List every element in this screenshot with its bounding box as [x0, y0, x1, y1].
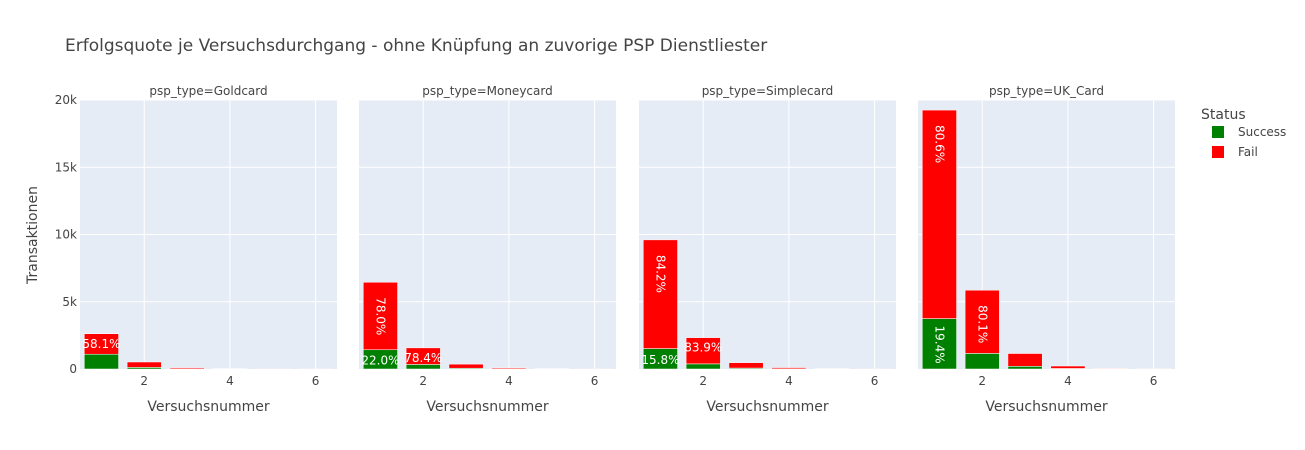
bar-success[interactable]: [685, 363, 721, 370]
facet-label: psp_type=Simplecard: [702, 84, 834, 98]
x-tick-label: 4: [1064, 374, 1072, 388]
legend[interactable]: Status Success Fail: [1201, 107, 1286, 159]
bar-fail[interactable]: [1050, 365, 1086, 369]
legend-item-fail[interactable]: Fail: [1212, 145, 1258, 159]
y-tick-label: 10k: [55, 228, 77, 242]
y-tick-label: 0: [69, 362, 77, 376]
x-axis-label: Versuchsnummer: [426, 399, 549, 415]
bar-success[interactable]: [405, 364, 441, 370]
bar-fail[interactable]: [685, 337, 721, 365]
bar-success[interactable]: [964, 353, 1000, 370]
x-tick-label: 2: [140, 374, 148, 388]
bar-fail[interactable]: [169, 367, 205, 369]
legend-swatch: [1212, 126, 1224, 138]
bar-fail[interactable]: [84, 333, 119, 355]
bar-fail[interactable]: [771, 367, 807, 370]
bar-success[interactable]: [84, 353, 119, 370]
bar-fail[interactable]: [643, 239, 678, 349]
y-tick-label: 5k: [62, 295, 77, 309]
bar-fail[interactable]: [922, 109, 957, 319]
bar-data-label: 78.4%: [404, 351, 442, 365]
y-tick-label: 20k: [55, 93, 77, 107]
chart-title: Erfolgsquote je Versuchsdurchgang - ohne…: [65, 36, 767, 56]
x-tick-label: 4: [226, 374, 234, 388]
x-tick-label: 6: [312, 374, 320, 388]
bar-data-label: 19.4%: [932, 326, 946, 364]
bar-fail[interactable]: [448, 363, 484, 369]
bar-success[interactable]: [922, 318, 957, 370]
x-tick-label: 4: [505, 374, 513, 388]
facet-label: psp_type=Moneycard: [422, 84, 552, 98]
bar-data-label: 83.9%: [684, 341, 722, 355]
bar-fail[interactable]: [964, 289, 1000, 354]
panel-1: 58.1% psp_type=Goldcard 2 4 6 Versuchsnummer: [80, 84, 337, 415]
y-tick-label: 15k: [55, 160, 77, 174]
legend-item-success[interactable]: Success: [1212, 125, 1286, 139]
bar-data-label: 78.0%: [373, 297, 387, 335]
facet-label: psp_type=Goldcard: [149, 84, 267, 98]
bar-fail[interactable]: [728, 362, 764, 369]
bar-data-label: 80.1%: [975, 305, 989, 343]
bar-fail[interactable]: [126, 361, 162, 368]
x-tick-label: 6: [591, 374, 599, 388]
legend-label: Fail: [1238, 145, 1258, 159]
x-tick-label: 2: [978, 374, 986, 388]
x-tick-label: 2: [699, 374, 707, 388]
bar-fail[interactable]: [1093, 368, 1129, 370]
facet-label: psp_type=UK_Card: [989, 84, 1104, 98]
panel-4: 19.4% 80.6% 80.1% psp_type=UK_Card 2 4 6 Versuc…: [918, 84, 1175, 415]
x-axis-label: Versuchsnummer: [147, 399, 270, 415]
bar-fail[interactable]: [1007, 353, 1043, 367]
legend-title: Status: [1201, 107, 1246, 123]
legend-label: Success: [1238, 125, 1286, 139]
bar-fail[interactable]: [363, 281, 398, 351]
y-axis-ticks: 0 5k 10k 15k 20k: [55, 93, 77, 376]
bar-data-label: 22.0%: [361, 353, 399, 367]
legend-swatch: [1212, 146, 1224, 158]
panel-3: 15.8% 84.2% 83.9% psp_type=Simplecard 2 4 6 Ver…: [639, 84, 896, 415]
bar-data-label: 80.6%: [932, 125, 946, 163]
x-tick-label: 2: [419, 374, 427, 388]
bar-data-label: 84.2%: [653, 255, 667, 293]
bar-fail[interactable]: [491, 367, 527, 370]
bar-success[interactable]: [1007, 366, 1043, 370]
y-axis-label: Transaktionen: [25, 186, 41, 285]
x-axis-label: Versuchsnummer: [706, 399, 829, 415]
bar-data-label: 58.1%: [82, 337, 120, 351]
x-axis-label: Versuchsnummer: [985, 399, 1108, 415]
x-tick-label: 6: [1150, 374, 1158, 388]
x-tick-label: 4: [785, 374, 793, 388]
panel-2: 22.0% 78.0% 78.4% psp_type=Moneycard 2 4 6 Vers…: [359, 84, 616, 415]
x-tick-label: 6: [871, 374, 879, 388]
bar-data-label: 15.8%: [641, 353, 679, 367]
bar-fail[interactable]: [405, 347, 441, 365]
